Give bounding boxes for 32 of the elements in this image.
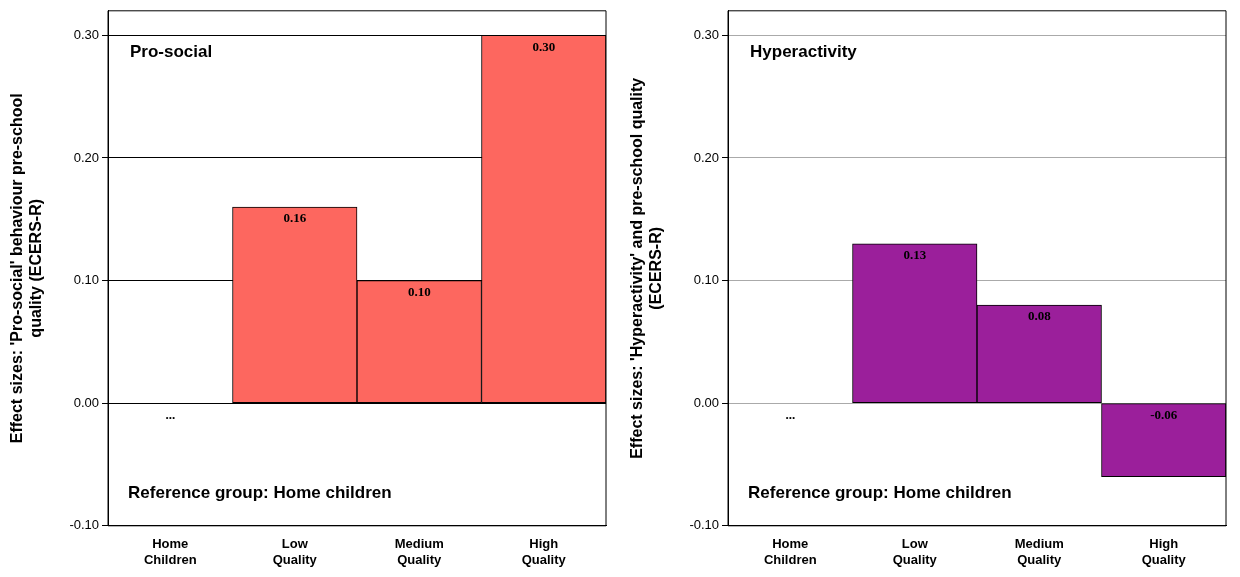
x-tick-label: Home Children (143, 536, 197, 567)
data-label: 0.13 (903, 247, 927, 263)
y-tick-label: 0.20 (73, 149, 100, 165)
y-tick-label: 0.10 (693, 272, 720, 288)
text: Hyperactivity (750, 41, 858, 61)
y-tick-label: 0.00 (73, 394, 100, 410)
data-label: 0.10 (407, 283, 431, 299)
x-tick-label: High Quality (1141, 536, 1187, 567)
x-tick-label: Low Quality (272, 536, 318, 567)
y-tick-label: 0.10 (73, 272, 100, 288)
y-tick-label: 0.00 (693, 394, 720, 410)
x-tick-label: Home Children (763, 536, 817, 567)
data-label: 0.30 (532, 38, 556, 54)
data-label: 0.08 (1027, 308, 1052, 324)
x-tick-label: High Quality (521, 536, 567, 567)
y-axis-title: Effect sizes: 'Hyperactivity' and pre-school quality (ECERS-R) (628, 77, 665, 459)
y-axis-title: Effect sizes: 'Pro-social' behaviour pre-school quality (ECERS-R) (8, 93, 45, 444)
data-label: -0.06 (1150, 407, 1178, 423)
annotation: Reference group: Home children (128, 482, 392, 502)
y-tick-label: 0.30 (693, 26, 720, 42)
x-tick-label: Medium Quality (1014, 536, 1064, 567)
y-tick-label: -0.10 (689, 517, 720, 533)
y-tick-label: 0.30 (73, 26, 100, 42)
data-label: ... (785, 406, 796, 422)
text: Pro-social (130, 41, 213, 61)
data-label: ... (165, 406, 176, 422)
data-label: 0.16 (283, 210, 307, 226)
x-tick-label: Medium Quality (394, 536, 444, 567)
x-tick-label: Low Quality (892, 536, 938, 567)
y-tick-label: 0.20 (693, 149, 720, 165)
y-tick-label: -0.10 (69, 517, 100, 533)
annotation: Reference group: Home children (748, 482, 1012, 502)
